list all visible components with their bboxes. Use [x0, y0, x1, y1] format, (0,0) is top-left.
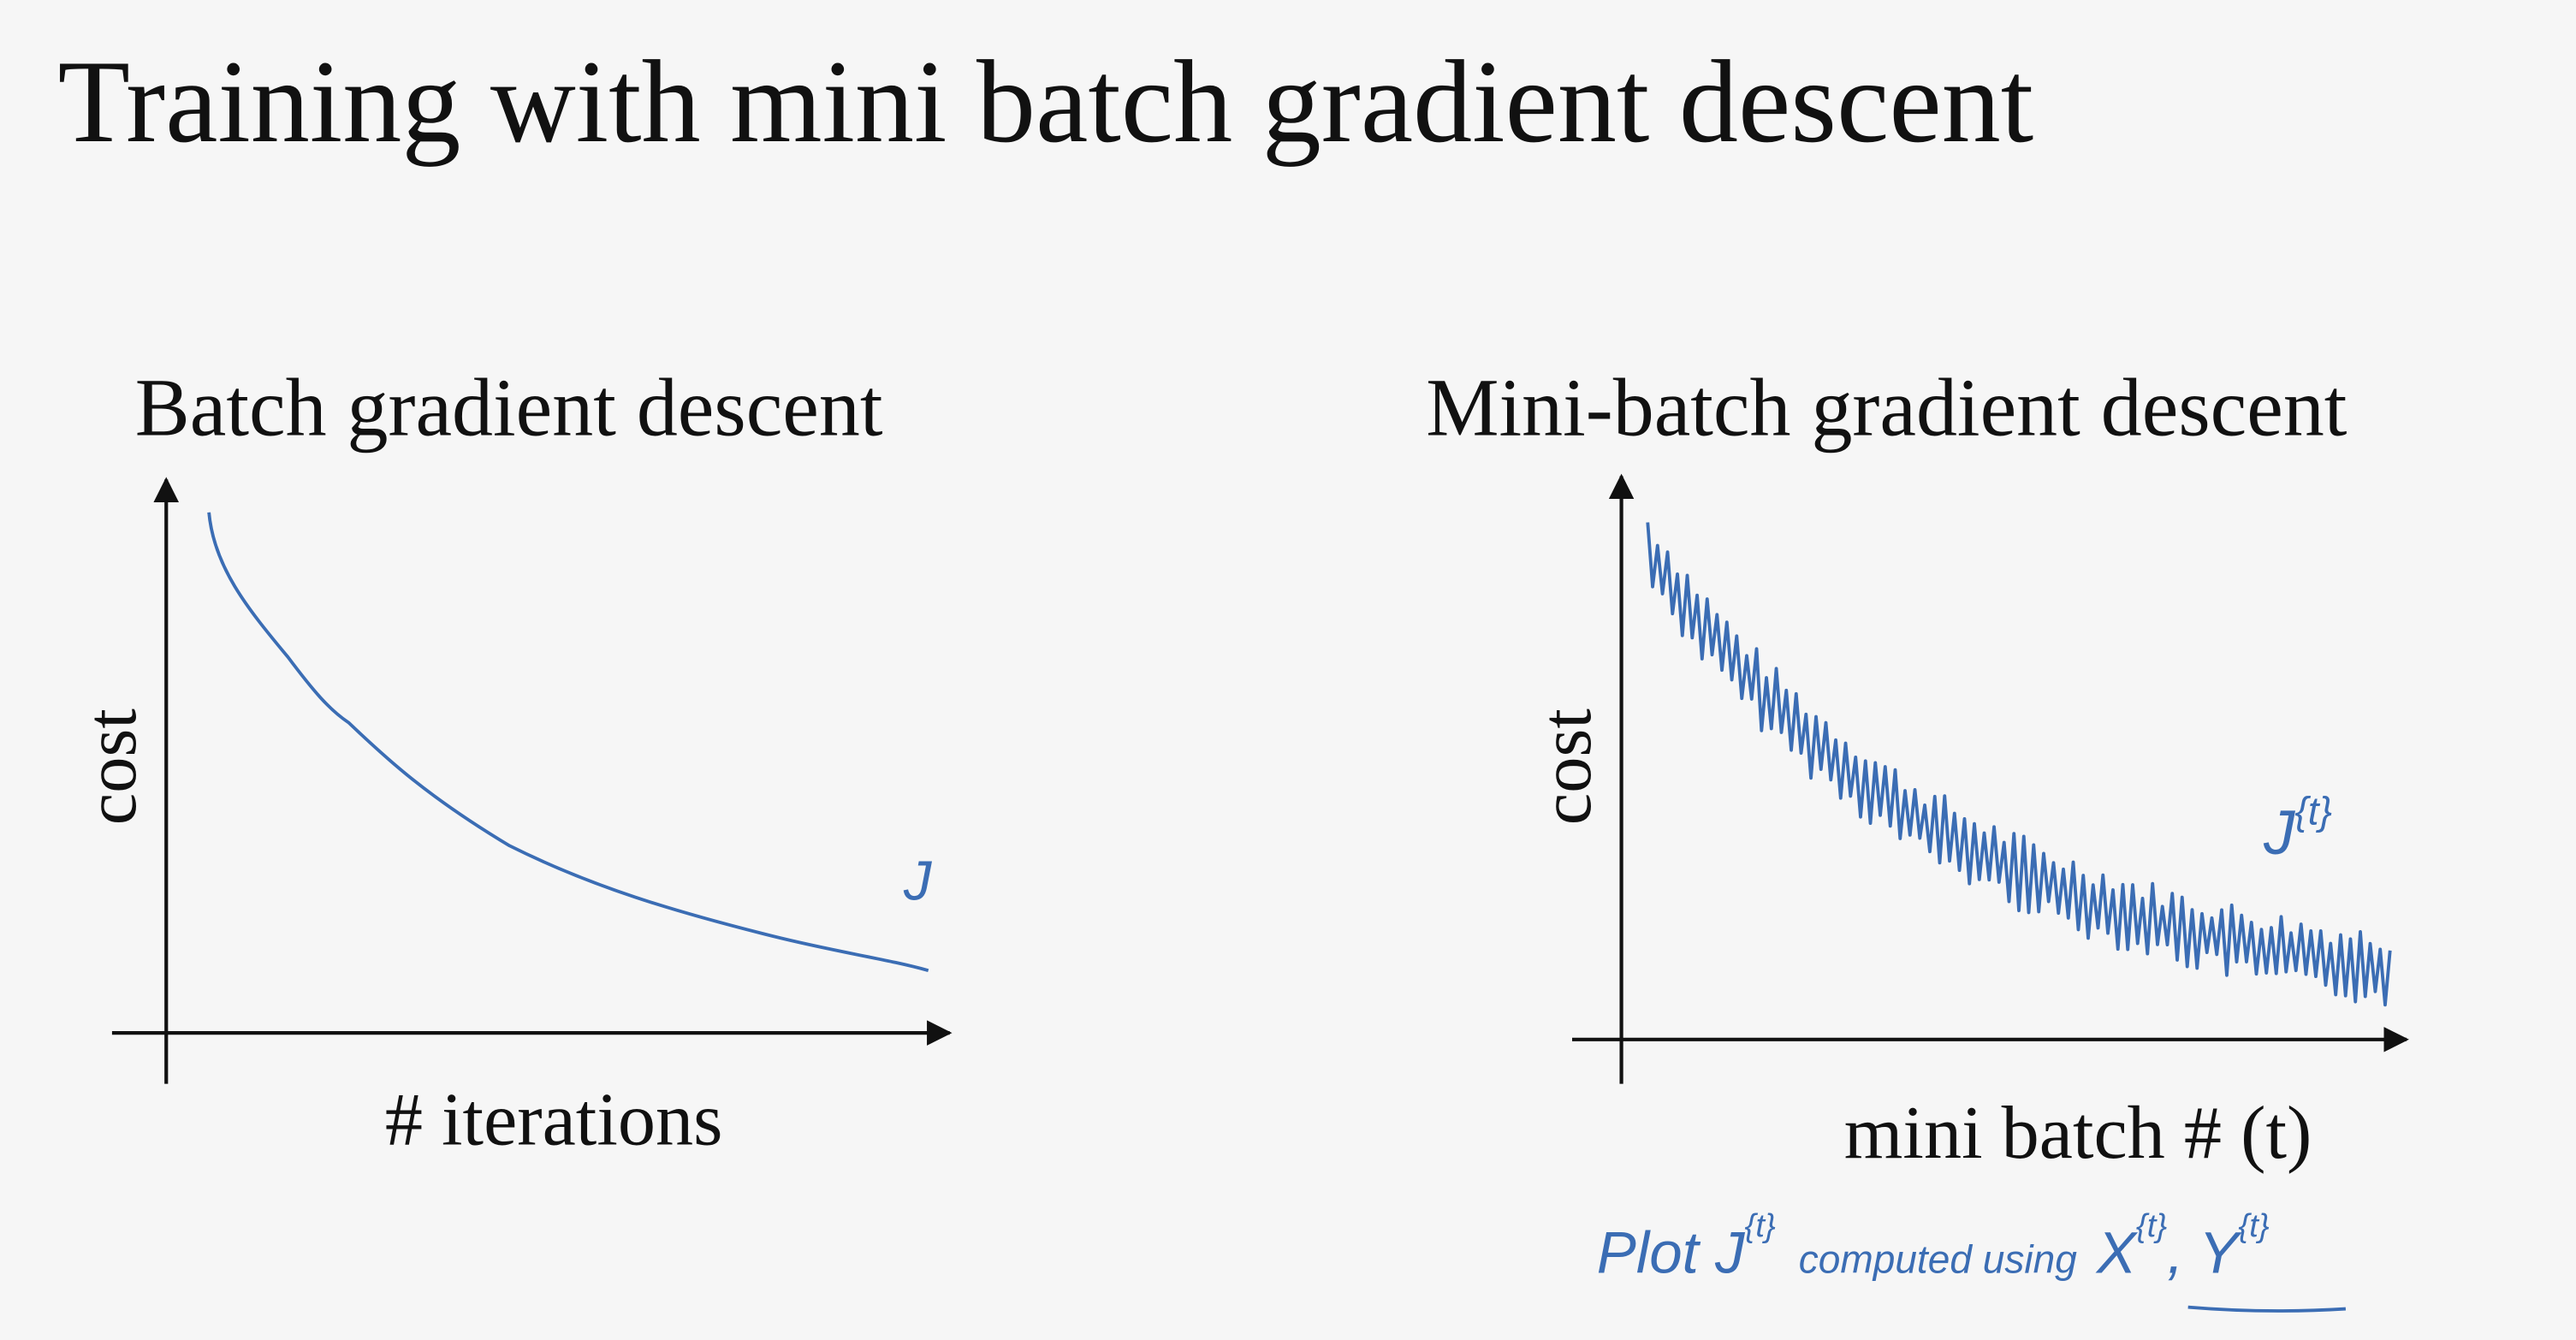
note-sup: {t}: [2238, 1207, 2269, 1244]
underline: [2187, 1305, 2347, 1313]
note-sup: {t}: [2136, 1207, 2167, 1244]
annotation: J: [903, 850, 933, 912]
right-panel: Mini-batch gradient descent cost mini ba…: [1426, 362, 2409, 1175]
note: Plot J{t}computed using X{t}, Y{t}: [1597, 1207, 2270, 1285]
cost-curve: [1646, 522, 2392, 1007]
y-label: cost: [72, 709, 151, 825]
annotation-base: J: [2263, 798, 2296, 868]
note-part: , Y: [2167, 1218, 2242, 1285]
panel-title: Batch gradient descent: [135, 362, 883, 454]
left-panel: Batch gradient descent cost # iterations…: [72, 362, 953, 1162]
slide-title: Training with mini batch gradient descen…: [58, 36, 2034, 167]
x-label: mini batch # (t): [1844, 1091, 2312, 1175]
note-part: computed using: [1799, 1236, 2077, 1281]
note-part: X: [2095, 1218, 2139, 1285]
panel-title: Mini-batch gradient descent: [1426, 362, 2347, 454]
note-sup: {t}: [1745, 1207, 1776, 1244]
cost-curve: [207, 512, 929, 973]
y-label: cost: [1527, 709, 1606, 825]
annotation-sup: {t}: [2294, 788, 2332, 833]
annotation: J{t}: [2263, 788, 2332, 868]
x-label: # iterations: [385, 1078, 723, 1162]
note-part: Plot J: [1597, 1218, 1746, 1285]
